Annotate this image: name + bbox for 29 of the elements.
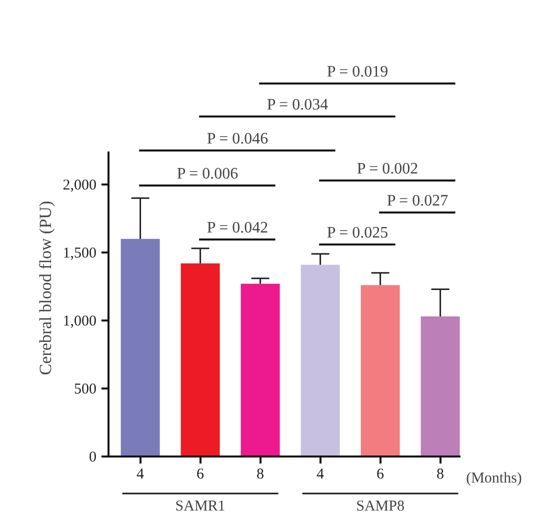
annotation: P = 0.042 (206, 220, 268, 236)
text: P = 0.019 (326, 64, 388, 80)
text: SAMP8 (356, 498, 404, 514)
bar (120, 238, 160, 456)
bar (420, 316, 460, 456)
y-tick-label: 500 (74, 382, 96, 398)
bar (180, 263, 220, 456)
bar (300, 264, 340, 456)
x-tick-label: 8 (256, 466, 264, 482)
y-axis-title: Cerebral blood flow (PU) (36, 200, 55, 376)
annotation: P = 0.006 (176, 166, 238, 182)
annotation: P = 0.025 (326, 224, 388, 242)
annotation: P = 0.027 (386, 192, 448, 210)
text: P = 0.034 (266, 96, 328, 114)
y-tick-label: 2,000 (62, 178, 96, 194)
y-tick-label: 0 (89, 450, 96, 466)
annotation: P = 0.002 (356, 160, 418, 178)
x-tick-label: 6 (376, 466, 385, 482)
bar (360, 285, 400, 456)
x-tick-label: 4 (136, 466, 145, 482)
x-axis-title: (Months) (466, 470, 522, 486)
y-tick-label: 1,500 (62, 246, 96, 262)
bar (240, 284, 280, 456)
y-tick-label: 1,000 (62, 314, 96, 330)
x-tick-label: 6 (196, 466, 205, 482)
text: SAMR1 (175, 498, 226, 514)
x-tick-label: 8 (436, 466, 444, 482)
x-tick-label: 4 (316, 466, 325, 482)
text: P = 0.046 (206, 130, 268, 148)
